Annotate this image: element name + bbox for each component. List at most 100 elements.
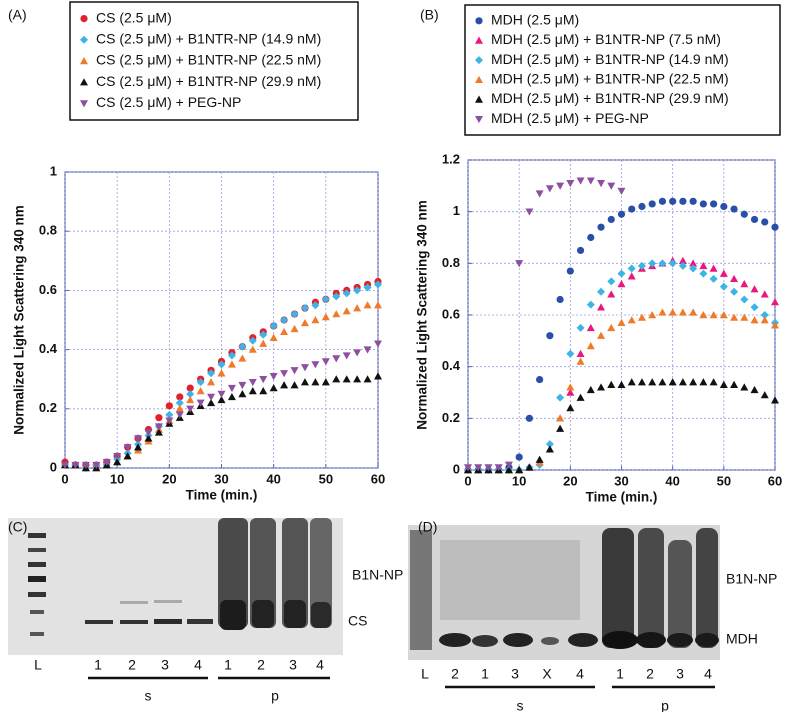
marker: [113, 452, 122, 461]
lane-label: 3: [511, 666, 519, 682]
marker: [760, 391, 769, 399]
legend-label: CS (2.5 μM) + PEG-NP: [96, 94, 241, 110]
marker: [607, 290, 616, 298]
marker: [280, 316, 289, 324]
y-tick-label: 1.2: [442, 151, 460, 166]
marker: [154, 428, 163, 436]
marker: [342, 289, 351, 298]
marker: [740, 280, 749, 288]
marker: [321, 313, 330, 321]
marker: [353, 375, 362, 383]
marker: [494, 464, 503, 472]
marker: [474, 464, 483, 472]
marker: [311, 361, 320, 369]
marker: [627, 264, 636, 273]
marker: [699, 269, 708, 278]
marker: [207, 369, 216, 378]
marker: [699, 378, 708, 386]
marker: [311, 378, 320, 386]
marker: [300, 364, 309, 372]
marker: [597, 180, 606, 188]
marker: [332, 292, 341, 301]
y-axis-label: Normalized Light Scattering 340 nm: [415, 200, 430, 430]
marker: [186, 384, 194, 392]
marker: [637, 313, 646, 321]
marker: [760, 290, 769, 298]
marker: [227, 384, 236, 393]
marker: [709, 378, 718, 386]
marker: [576, 323, 585, 332]
marker: [750, 215, 759, 224]
marker: [576, 246, 585, 255]
legend-label: MDH (2.5 μM) + PEG-NP: [491, 110, 649, 126]
x-tick-label: 0: [61, 471, 68, 486]
lane-label: L: [421, 666, 429, 682]
marker: [238, 381, 247, 390]
lane-label: 3: [676, 666, 684, 682]
marker: [607, 215, 615, 224]
lane-label: 1: [616, 666, 624, 682]
marker: [290, 310, 299, 319]
x-tick-label: 50: [319, 471, 333, 486]
marker: [678, 308, 687, 316]
panel-label: (B): [420, 7, 439, 23]
marker: [627, 316, 636, 324]
band-label: MDH: [726, 631, 758, 647]
marker: [556, 393, 565, 402]
marker: [719, 269, 728, 277]
marker: [353, 286, 362, 295]
y-tick-label: 0.8: [39, 223, 57, 238]
marker: [535, 455, 544, 463]
marker: [678, 261, 687, 270]
marker: [92, 461, 101, 470]
marker: [321, 358, 330, 366]
marker: [648, 378, 657, 386]
marker: [627, 378, 636, 386]
y-tick-label: 0.6: [39, 282, 57, 297]
marker: [186, 395, 195, 404]
marker: [648, 259, 657, 268]
marker: [175, 398, 184, 407]
lane-label: 1: [94, 657, 102, 673]
marker: [668, 259, 677, 268]
marker: [668, 378, 677, 386]
marker: [321, 295, 330, 304]
marker: [269, 373, 278, 381]
lane-label: 2: [451, 666, 459, 682]
x-tick-label: 40: [266, 471, 280, 486]
marker: [175, 411, 184, 419]
lane-label: 4: [704, 666, 712, 682]
marker: [123, 444, 132, 452]
marker: [332, 375, 341, 383]
marker: [587, 233, 595, 242]
marker: [720, 202, 728, 211]
marker: [556, 424, 565, 432]
marker: [300, 378, 309, 386]
marker: [545, 185, 554, 193]
lane-label: X: [542, 666, 552, 682]
legend-label: MDH (2.5 μM) + B1NTR-NP (7.5 nM): [491, 31, 721, 47]
marker: [597, 287, 606, 296]
legend-marker: [80, 35, 88, 44]
marker: [113, 458, 122, 466]
x-tick-label: 20: [563, 473, 577, 488]
marker: [165, 402, 173, 410]
marker: [525, 414, 534, 422]
marker: [248, 345, 257, 353]
marker: [771, 298, 779, 306]
marker: [628, 205, 636, 213]
marker: [484, 464, 493, 472]
lane-label: 3: [161, 657, 169, 673]
marker: [154, 423, 163, 431]
panel-label: (D): [418, 519, 437, 535]
x-axis-label: Time (min.): [186, 488, 258, 503]
marker: [750, 303, 759, 312]
marker: [576, 393, 585, 401]
y-tick-label: 0.2: [39, 400, 57, 415]
marker: [248, 387, 257, 395]
marker: [597, 223, 605, 231]
legend-label: MDH (2.5 μM) + B1NTR-NP (22.5 nM): [491, 71, 729, 87]
y-tick-label: 0.4: [442, 358, 461, 373]
marker: [546, 332, 554, 340]
marker: [186, 405, 195, 413]
